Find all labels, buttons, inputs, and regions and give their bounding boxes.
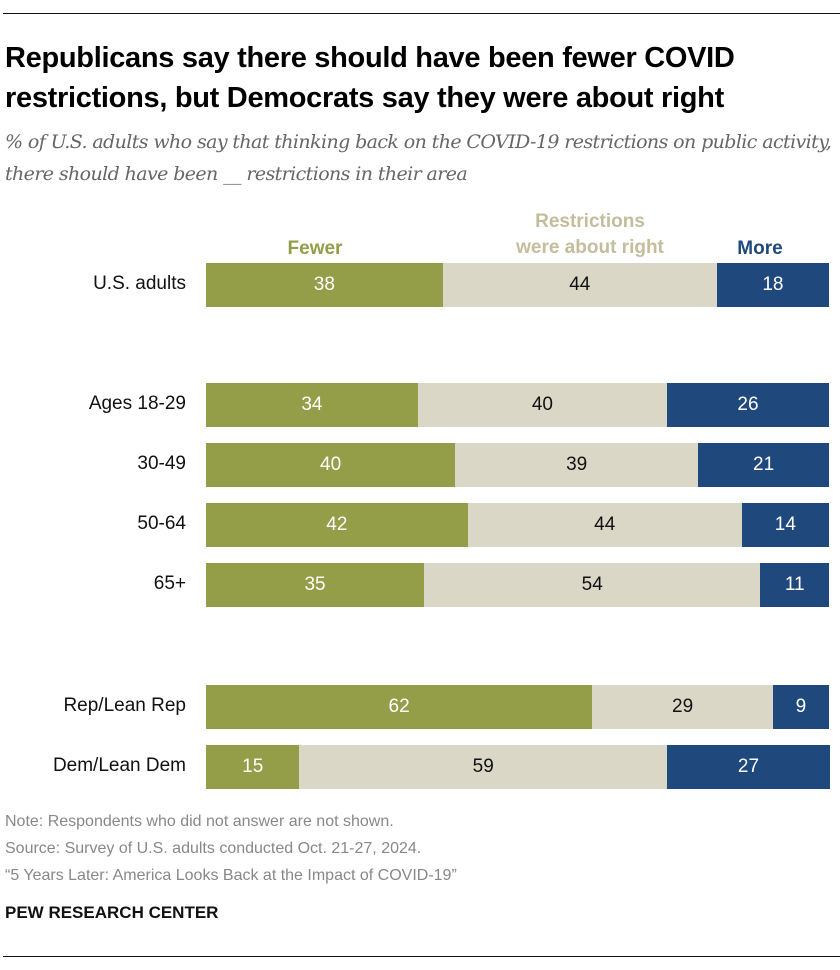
- data-label: 11: [784, 574, 805, 595]
- bar-segment-more: 11: [760, 563, 829, 607]
- data-label: 59: [472, 756, 494, 777]
- data-label: 27: [737, 756, 760, 777]
- bar-segment-about-right: 59: [299, 745, 667, 789]
- chart-title: Republicans say there should have been f…: [5, 42, 735, 114]
- data-label: 54: [581, 574, 603, 595]
- chart-subtitle: % of U.S. adults who say that thinking b…: [5, 131, 832, 185]
- legend-about-right: Restrictions were about right: [480, 209, 700, 261]
- data-label: 44: [569, 274, 591, 295]
- data-label: 40: [320, 454, 342, 475]
- footnote-report: “5 Years Later: America Looks Back at th…: [5, 867, 457, 884]
- data-label: 40: [531, 394, 553, 415]
- footnote-note: Note: Respondents who did not answer are…: [5, 813, 394, 830]
- footnote-source: Source: Survey of U.S. adults conducted …: [5, 840, 422, 857]
- legend-fewer: Fewer: [287, 238, 343, 259]
- bar-segment-more: 9: [772, 685, 829, 729]
- row-label: U.S. adults: [93, 273, 186, 294]
- data-label: 29: [672, 696, 694, 717]
- bar-segment-more: 21: [698, 443, 829, 487]
- data-label: 21: [753, 454, 775, 475]
- bar-segment-about-right: 44: [467, 503, 742, 547]
- bar-segment-fewer: 15: [206, 745, 300, 789]
- data-label: 62: [388, 696, 410, 717]
- data-label: 18: [762, 274, 784, 295]
- bar-segment-more: 26: [667, 383, 829, 427]
- legend-about-right-line1: Restrictions: [535, 211, 645, 232]
- row-label: Rep/Lean Rep: [63, 695, 186, 716]
- legend-about-right-line2: were about right: [516, 237, 664, 258]
- bar-segment-fewer: 34: [206, 383, 418, 427]
- bar-segment-fewer: 42: [206, 503, 468, 547]
- row-label: 65+: [153, 573, 186, 594]
- row-label: 30-49: [137, 453, 186, 474]
- bottom-rule: [3, 956, 840, 957]
- data-label: 26: [737, 394, 759, 415]
- row-label: Ages 18-29: [88, 393, 186, 414]
- bar-segment-more: 14: [741, 503, 829, 547]
- bar-segment-about-right: 39: [455, 443, 699, 487]
- bar-segment-about-right: 29: [592, 685, 773, 729]
- bar-segment-more: 18: [716, 263, 829, 307]
- bar-segment-more: 27: [667, 745, 830, 789]
- row-label: Dem/Lean Dem: [52, 755, 186, 776]
- data-label: 34: [301, 394, 323, 415]
- data-label: 38: [313, 274, 335, 295]
- bar-segment-fewer: 35: [206, 563, 425, 607]
- bar-segment-fewer: 40: [206, 443, 456, 487]
- bar-segment-fewer: 38: [206, 263, 443, 307]
- data-label: 15: [242, 756, 264, 777]
- top-rule: [3, 13, 840, 14]
- bar-segment-about-right: 40: [417, 383, 667, 427]
- brand-logo-text: PEW RESEARCH CENTER: [5, 903, 219, 922]
- legend-more: More: [737, 238, 783, 259]
- data-label: 35: [304, 574, 326, 595]
- bar-segment-about-right: 44: [442, 263, 717, 307]
- data-label: 14: [774, 514, 796, 535]
- bar-segment-fewer: 62: [206, 685, 593, 729]
- data-label: 9: [795, 696, 807, 717]
- data-label: 44: [594, 514, 616, 535]
- bar-segment-about-right: 54: [424, 563, 761, 607]
- data-label: 39: [566, 454, 588, 475]
- row-label: 50-64: [137, 513, 186, 534]
- data-label: 42: [326, 514, 348, 535]
